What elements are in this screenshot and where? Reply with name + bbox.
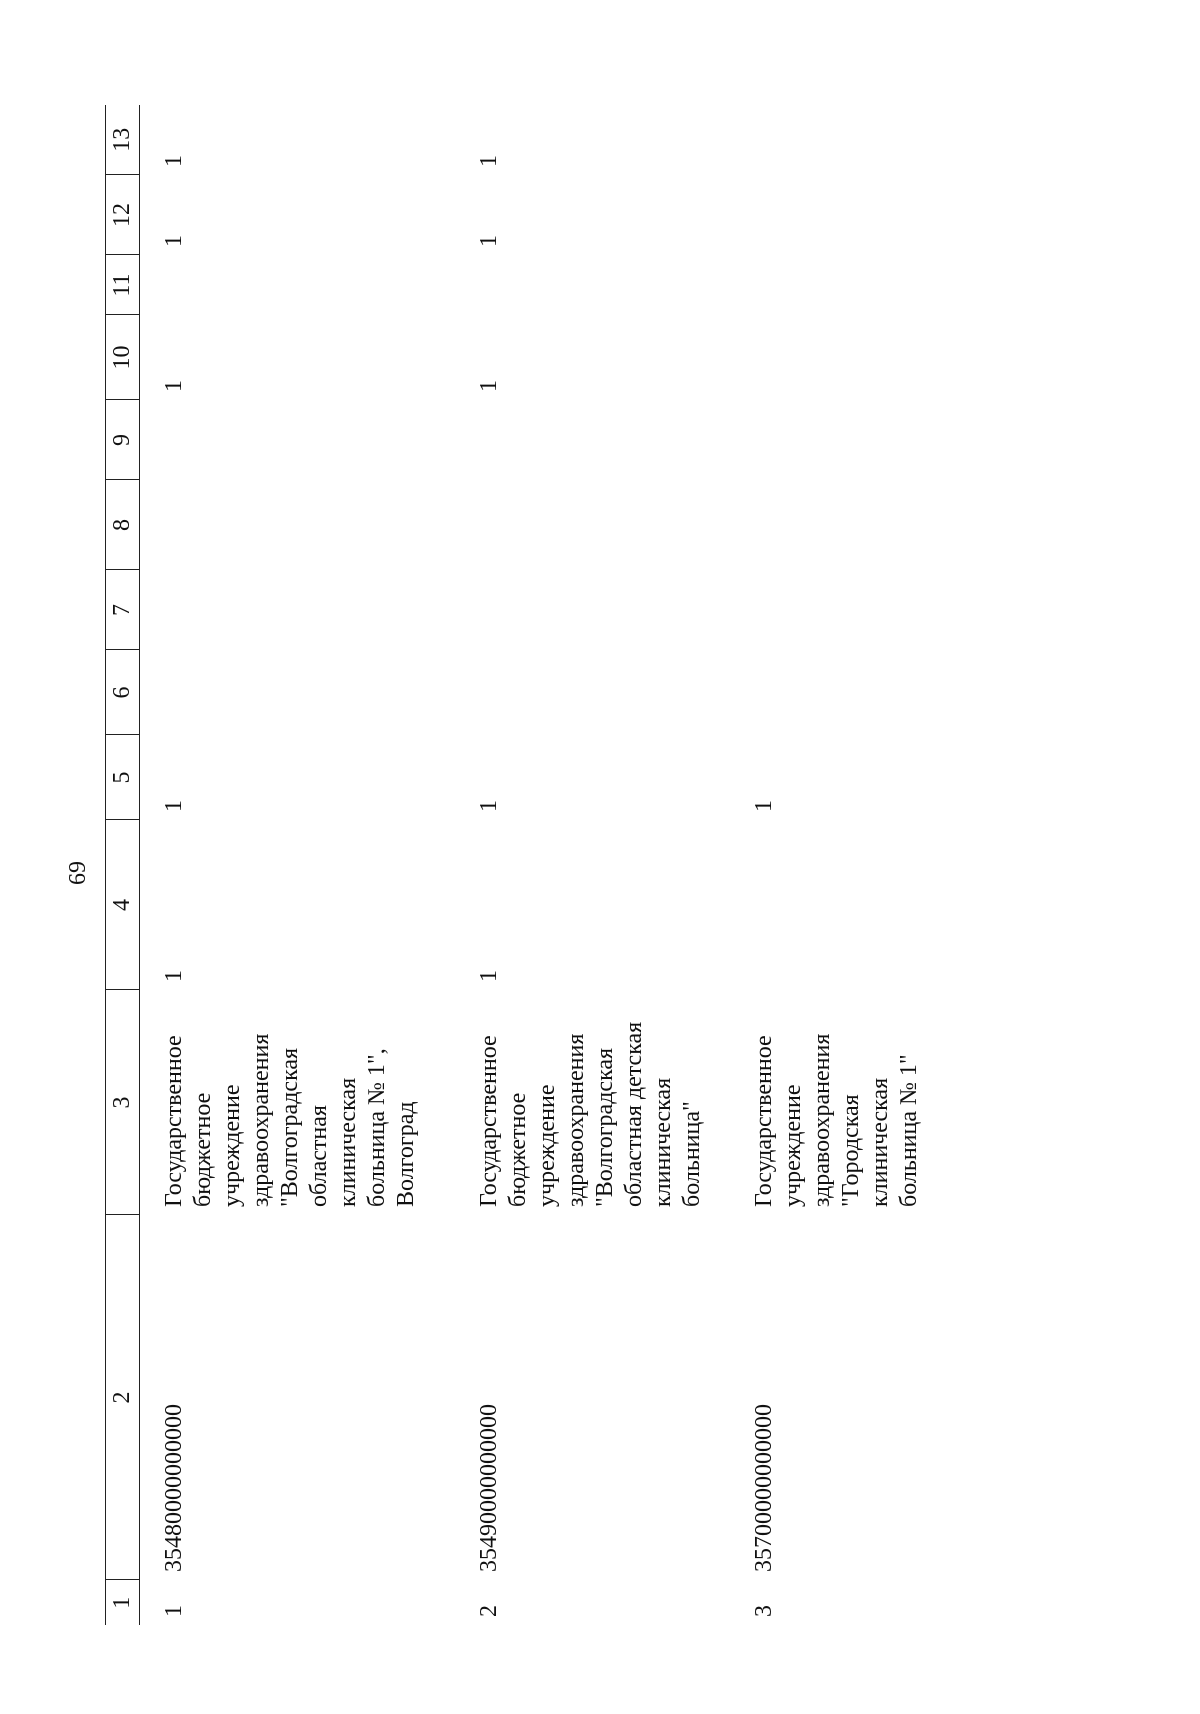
header-cell: 5 — [105, 735, 140, 820]
header-cell: 10 — [105, 315, 140, 400]
header-row: 1 2 3 4 5 6 7 8 9 10 11 12 13 — [105, 105, 140, 1625]
table-cell — [730, 650, 1030, 735]
header-cell: 1 — [105, 1580, 140, 1625]
table-cell: 1 — [475, 970, 502, 982]
table-cell: 1 — [161, 800, 187, 812]
table: 1 2 3 4 5 6 7 8 9 10 11 12 13 1 35480000000000 Государ… — [105, 105, 1030, 1625]
header-cell: 9 — [105, 400, 140, 480]
header-cell: 11 — [105, 255, 140, 315]
table-cell: 35490000000000 — [475, 1404, 502, 1572]
table-cell: 1 — [475, 235, 502, 247]
table-cell — [140, 255, 455, 315]
header-cell: 2 — [105, 1215, 140, 1580]
table-cell — [140, 480, 455, 570]
table-cell — [730, 255, 1030, 315]
table-cell — [730, 820, 1030, 990]
table-cell: 1 — [161, 380, 187, 392]
table-cell: 1 — [475, 800, 502, 812]
table-body: 1 35480000000000 Государственное бюджетное… — [140, 105, 1030, 1625]
page-number: 69 — [65, 861, 91, 885]
table-cell: 2 — [475, 1605, 502, 1617]
header-cell: 12 — [105, 175, 140, 255]
table-cell: 35700000000000 — [750, 1404, 777, 1572]
table-cell — [730, 570, 1030, 650]
table-cell — [455, 480, 730, 570]
header-cell: 3 — [105, 990, 140, 1215]
table-row: 3 35700000000000 Государственное учреждени… — [730, 105, 1030, 1625]
table-cell — [455, 570, 730, 650]
table-cell — [730, 480, 1030, 570]
table-cell: 1 — [475, 155, 502, 167]
table-cell: Государственное бюджетное учреждение здр… — [475, 1021, 705, 1207]
table-cell — [730, 315, 1030, 400]
table-cell: 1 — [475, 380, 502, 392]
table-cell: 1 — [161, 970, 187, 982]
table-cell — [455, 650, 730, 735]
table-cell: 1 — [161, 235, 187, 247]
rotated-page: 69 1 2 3 4 5 6 7 8 9 10 11 12 13 1 35480000000000 Госу… — [65, 105, 1105, 1625]
table-cell: 3 — [750, 1605, 777, 1617]
header-cell: 6 — [105, 650, 140, 735]
header-cell: 7 — [105, 570, 140, 650]
table-cell — [140, 400, 455, 480]
table-cell — [455, 255, 730, 315]
table-cell — [730, 105, 1030, 175]
table-cell — [455, 400, 730, 480]
header-cell: 8 — [105, 480, 140, 570]
table-row: 1 35480000000000 Государственное бюджетное… — [140, 105, 455, 1625]
table-cell — [730, 175, 1030, 255]
table-cell: Государственное бюджетное учреждение здр… — [161, 1033, 419, 1207]
table-cell: 35480000000000 — [161, 1404, 187, 1572]
table-cell — [140, 570, 455, 650]
table-row: 2 35490000000000 Государственное бюджетное… — [455, 105, 730, 1625]
header-cell: 13 — [105, 105, 140, 175]
table-cell: 1 — [750, 800, 777, 812]
table-cell — [140, 650, 455, 735]
header-cell: 4 — [105, 820, 140, 990]
table-cell: 1 — [161, 155, 187, 167]
table-cell — [730, 400, 1030, 480]
table-cell: Государственное учреждение здравоохранен… — [750, 1033, 922, 1207]
table-cell: 1 — [161, 1605, 187, 1617]
